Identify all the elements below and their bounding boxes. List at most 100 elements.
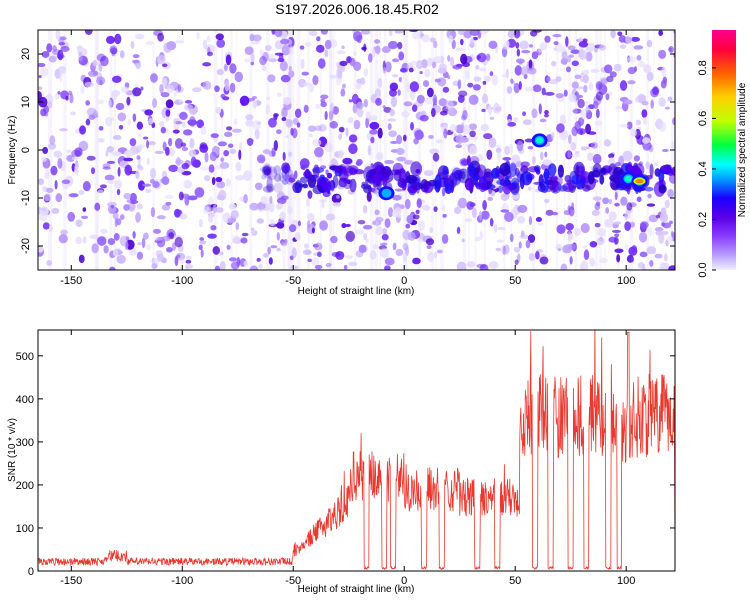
spectrogram-cell (188, 149, 197, 158)
spectrogram-cell (288, 45, 294, 55)
spectrogram-cell (507, 30, 515, 39)
band-cell (483, 168, 493, 178)
band-cell (457, 168, 470, 184)
spectrogram-cell (394, 188, 404, 192)
spectrogram-cell (173, 92, 178, 97)
spectrogram-cell (330, 235, 338, 244)
spectrogram-cell (646, 71, 654, 82)
spectrogram-cell (457, 79, 462, 90)
spectrogram-cell (655, 214, 660, 219)
spectrogram-cell (181, 146, 189, 152)
spectrogram-cell (67, 211, 76, 222)
spectrogram-cell (596, 237, 605, 246)
spectrogram-cell (49, 135, 56, 146)
spectrogram-streak (332, 30, 335, 270)
spectrogram-cell (568, 93, 577, 102)
spectrogram-cell (38, 246, 44, 253)
spectrogram-cell (282, 151, 286, 161)
spectrogram-cell (610, 30, 616, 39)
spectrogram-cell (337, 149, 345, 158)
spectrogram-y-label: Frequency (Hz) (7, 116, 18, 185)
spectrogram-cell (207, 51, 214, 57)
spectrogram-cell (194, 187, 205, 198)
spectrogram-cell (629, 221, 636, 228)
spectrogram-cell (211, 176, 216, 186)
spectrogram-cell (406, 214, 413, 224)
spectrogram-cell (467, 82, 474, 88)
spectrogram-cell (217, 141, 228, 147)
band-cell (468, 163, 476, 177)
spectrogram-cell (633, 45, 644, 50)
spectrogram-cell (415, 60, 424, 70)
spectrogram-cell (308, 125, 317, 132)
spectrogram-cell (257, 202, 264, 212)
spectrogram-cell (585, 51, 593, 62)
band-cell (334, 167, 340, 173)
spectrogram-cell (571, 153, 581, 158)
spectrogram-cell (411, 104, 418, 112)
spectrogram-cell (414, 129, 424, 141)
colorbar: 0.0 0.2 0.4 0.6 0.8 Normalized spectral ampl… (697, 30, 748, 278)
spectrogram-cell (276, 203, 283, 210)
spectrogram-cell (245, 120, 255, 127)
spectrogram-cell (594, 120, 603, 126)
spectrogram-cell (406, 81, 411, 93)
spectrogram-cell (603, 139, 612, 147)
spectrogram-cell (299, 45, 305, 50)
spectrogram-cell (288, 177, 296, 183)
spectrogram-streak (236, 30, 238, 270)
spectrogram-cell (262, 253, 269, 258)
spectrogram-cell (426, 245, 432, 250)
spectrogram-cell (538, 47, 544, 53)
y-tick-label: 0 (28, 566, 34, 578)
spectrogram-cell (54, 179, 58, 190)
spectrogram-cell (539, 256, 549, 265)
band-cell (273, 165, 282, 175)
band-cell (361, 181, 366, 187)
spectrogram-cell (57, 49, 64, 61)
spectrogram-streak (282, 30, 286, 270)
spectrogram-cell (69, 93, 74, 104)
spectrogram-cell (202, 80, 212, 90)
x-tick-label: -100 (171, 275, 193, 287)
spectrogram-cell (252, 34, 262, 42)
spectrogram-streak (404, 30, 409, 270)
spectrogram-cell (585, 106, 591, 113)
spectrogram-cell (202, 62, 212, 67)
spectrogram-cell (488, 104, 493, 116)
spectrogram-streak (113, 30, 117, 270)
spectrogram-cell (114, 217, 118, 228)
spectrogram-cell (157, 32, 165, 42)
spectrogram-cell (395, 248, 404, 257)
spectrogram-cell (41, 157, 47, 162)
spectrogram-cell (280, 74, 291, 83)
spectrogram-cell (182, 129, 193, 136)
spectrogram-cell (573, 227, 581, 236)
spectrogram-cell (485, 53, 491, 61)
spectrogram-cell (66, 154, 76, 162)
spectrogram-cell (230, 210, 239, 219)
spectrogram-cell (219, 251, 224, 256)
spectrogram-cell (287, 151, 293, 157)
spectrogram-cell (388, 88, 397, 97)
spectrogram-cell (137, 180, 146, 191)
spectrogram-cell (645, 161, 651, 170)
spectrogram-cell (633, 155, 641, 162)
spectrogram-cell (258, 263, 263, 269)
band-cell (599, 174, 605, 185)
spectrogram-cell (173, 208, 181, 218)
spectrogram-cell (662, 148, 669, 153)
spectrogram-cell (174, 40, 185, 44)
spectrogram-cell (48, 142, 57, 150)
spectrogram-cell (445, 100, 454, 111)
spectrogram-cell (336, 195, 340, 199)
spectrogram-cell (229, 82, 236, 93)
spectrogram-cell (423, 169, 434, 177)
spectrogram-cell (289, 265, 299, 270)
spectrogram-cell (75, 219, 83, 227)
spectrogram-cell (561, 51, 568, 61)
spectrogram-cell (622, 150, 633, 162)
spectrogram-cell (252, 120, 261, 131)
spectrogram-cell (131, 59, 140, 64)
spectrogram-cell (367, 53, 373, 63)
